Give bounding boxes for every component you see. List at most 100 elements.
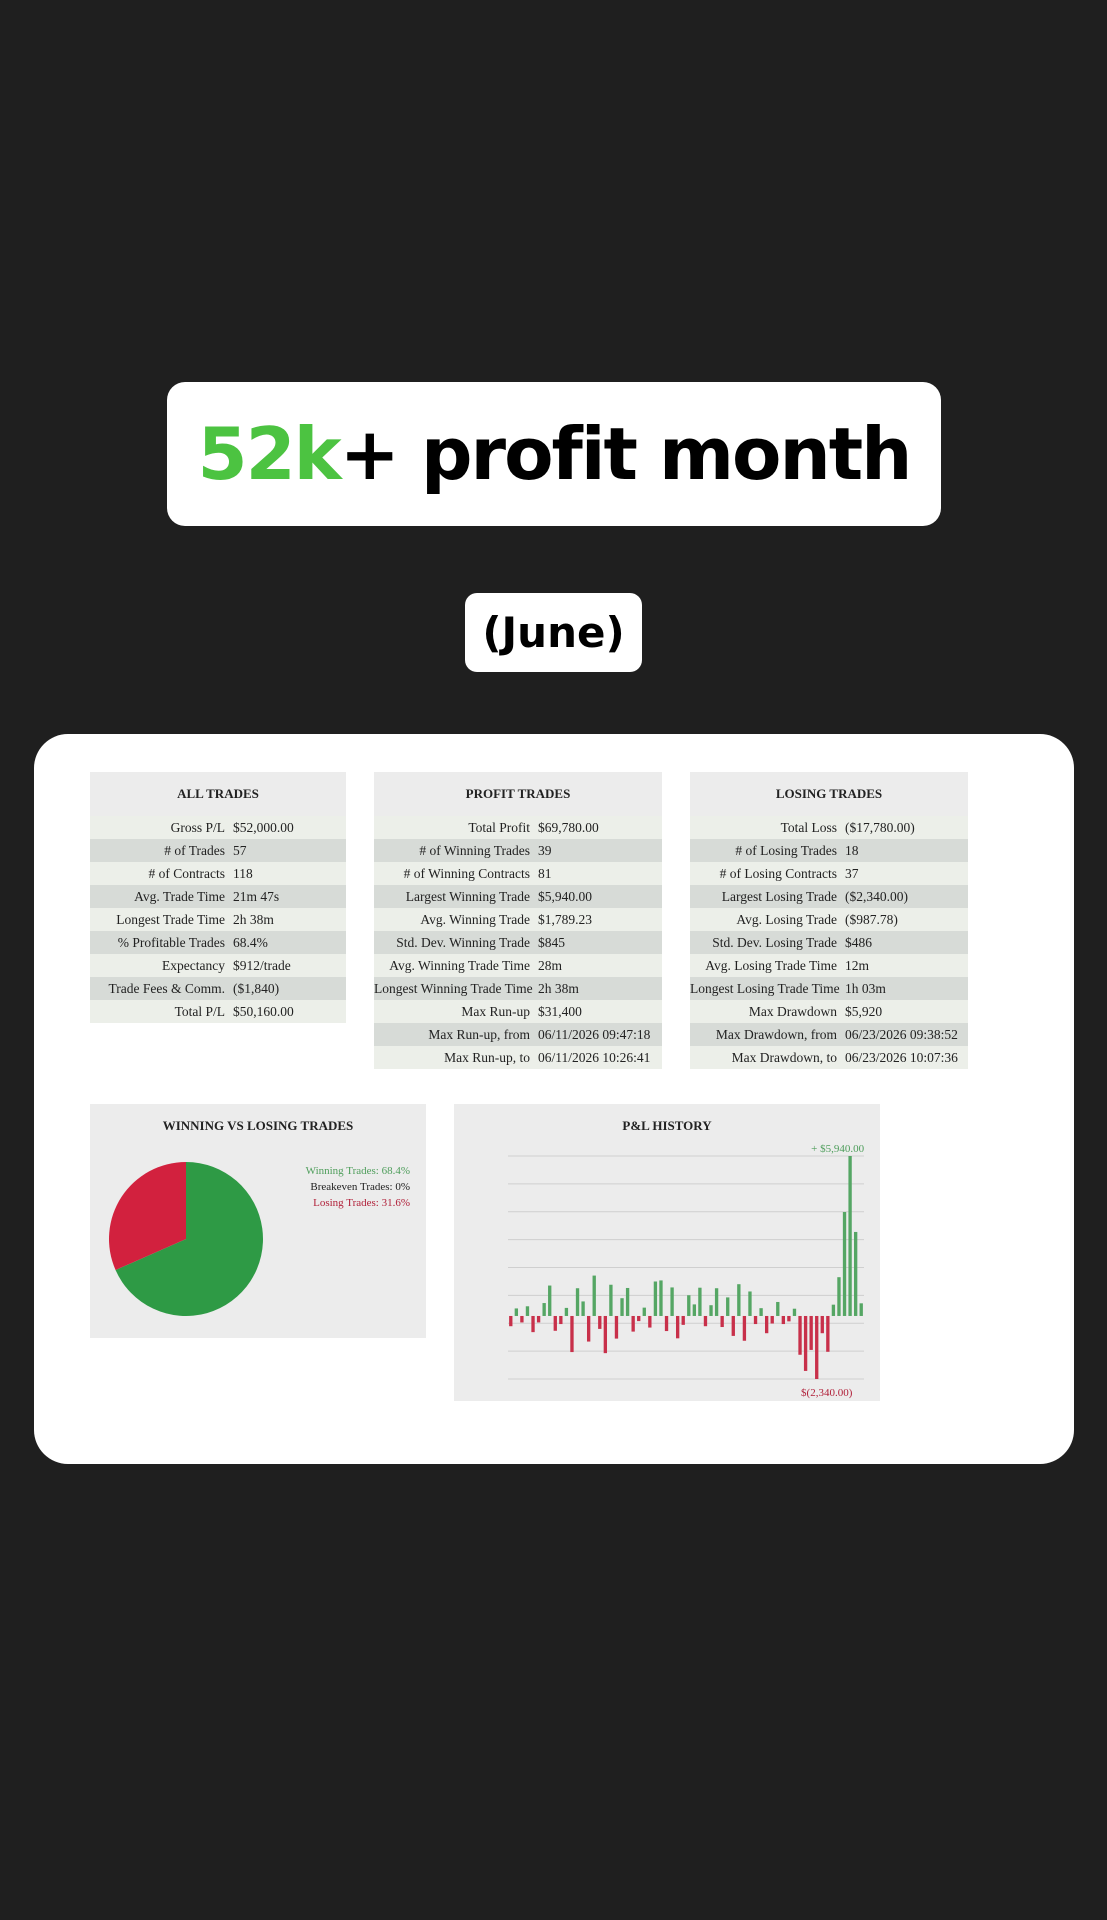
- stat-row: Std. Dev. Winning Trade $845: [374, 931, 662, 954]
- pl-bar: [620, 1298, 624, 1316]
- stat-label: Total Profit: [468, 819, 530, 835]
- pl-bar: [776, 1301, 780, 1316]
- pl-bar: [509, 1315, 513, 1327]
- losing-trades-title: LOSING TRADES: [775, 786, 883, 801]
- min-trade-label: $(2,340.00): [801, 1387, 853, 1399]
- pl-bar: [659, 1280, 663, 1316]
- stat-label: Total P/L: [174, 1003, 225, 1019]
- pie-slice-winning-trades: [115, 1162, 263, 1316]
- pl-bar: [514, 1308, 519, 1316]
- win-loss-pie-panel: WINNING VS LOSING TRADES Winning Trades:…: [90, 1104, 426, 1338]
- all-trades-panel: ALL TRADES Gross P/L $52,000.00 # of Trade…: [90, 772, 346, 1023]
- stat-value: $912/trade: [233, 957, 291, 973]
- pl-bar: [692, 1304, 697, 1316]
- stat-value: 2h 38m: [233, 911, 274, 927]
- stat-label: Max Drawdown, from: [715, 1026, 837, 1042]
- headline-banner: 52k + profit month: [167, 382, 941, 526]
- stat-value: $50,160.00: [233, 1003, 294, 1019]
- stat-label: # of Losing Trades: [735, 842, 837, 858]
- pl-bar: [675, 1315, 680, 1339]
- stat-label: Max Drawdown, to: [731, 1049, 837, 1065]
- stat-value: 2h 38m: [538, 980, 579, 996]
- stat-row: Avg. Winning Trade Time 28m: [374, 954, 662, 977]
- stat-label: Avg. Winning Trade: [420, 911, 530, 927]
- losing-trades-rows: Total Loss ($17,780.00) # of Losing Trades…: [690, 816, 968, 1069]
- stat-row: Longest Losing Trade Time 1h 03m: [690, 977, 968, 1000]
- pl-bar: [709, 1305, 713, 1316]
- pl-bar: [698, 1287, 702, 1316]
- stat-row: Longest Winning Trade Time 2h 38m: [374, 977, 662, 1000]
- headline-text: + profit month: [339, 412, 913, 496]
- pl-bar: [536, 1315, 541, 1323]
- pl-bar: [859, 1303, 863, 1316]
- pl-history-panel: P&L HISTORY + $5,940.00 $(2,340.00): [454, 1104, 880, 1401]
- pl-bar: [815, 1315, 819, 1379]
- stat-value: 12m: [845, 957, 870, 973]
- pl-bar: [559, 1315, 563, 1325]
- pl-bar: [581, 1301, 585, 1316]
- stat-value: $31,400: [538, 1003, 582, 1019]
- pl-bar: [803, 1315, 808, 1371]
- stat-value: $5,940.00: [538, 888, 592, 904]
- pl-bar: [642, 1307, 646, 1316]
- month-label: (June): [465, 593, 642, 672]
- stat-row: Trade Fees & Comm. ($1,840): [90, 977, 346, 1000]
- stat-label: Avg. Losing Trade Time: [705, 957, 837, 973]
- stat-row: # of Winning Contracts 81: [374, 862, 662, 885]
- pl-bar: [792, 1308, 797, 1316]
- headline-accent: 52k: [197, 412, 342, 496]
- stat-value: 81: [538, 865, 552, 881]
- stat-label: Total Loss: [780, 819, 837, 835]
- stat-value: $5,920: [845, 1003, 883, 1019]
- stat-row: # of Contracts 118: [90, 862, 346, 885]
- stat-label: Longest Losing Trade Time: [690, 980, 840, 996]
- pie-chart: [109, 1162, 263, 1316]
- pl-bar: [586, 1315, 591, 1342]
- stat-label: Max Run-up, from: [428, 1026, 530, 1042]
- stat-row: % Profitable Trades 68.4%: [90, 931, 346, 954]
- stat-value: ($2,340.00): [845, 888, 908, 904]
- stat-label: Std. Dev. Losing Trade: [712, 934, 837, 950]
- max-trade-label: + $5,940.00: [811, 1143, 864, 1155]
- stat-row: Expectancy $912/trade: [90, 954, 346, 977]
- legend-breakeven: Breakeven Trades: 0%: [310, 1181, 410, 1193]
- pl-bar: [787, 1315, 791, 1322]
- profit-trades-rows: Total Profit $69,780.00 # of Winning Trade…: [374, 816, 662, 1069]
- stat-label: # of Losing Contracts: [719, 865, 837, 881]
- pl-bar: [809, 1315, 813, 1350]
- stat-label: Trade Fees & Comm.: [108, 980, 225, 996]
- stat-row: # of Winning Trades 39: [374, 839, 662, 862]
- pl-bar: [742, 1315, 747, 1341]
- stat-row: Avg. Losing Trade Time 12m: [690, 954, 968, 977]
- stat-label: Avg. Losing Trade: [736, 911, 837, 927]
- stat-label: Largest Winning Trade: [405, 888, 530, 904]
- stat-label: Max Run-up, to: [444, 1049, 530, 1065]
- pl-bar: [637, 1315, 641, 1322]
- stat-label: Gross P/L: [170, 819, 225, 835]
- legend-losing: Losing Trades: 31.6%: [313, 1197, 410, 1209]
- stat-value: $845: [538, 934, 565, 950]
- stat-value: ($1,840): [233, 980, 280, 996]
- pl-bar: [720, 1315, 724, 1328]
- pl-bar: [542, 1303, 546, 1316]
- pl-bar: [548, 1285, 552, 1316]
- pl-bar: [798, 1315, 802, 1355]
- stat-value: $69,780.00: [538, 819, 599, 835]
- pl-bar: [681, 1315, 685, 1325]
- pl-bar: [726, 1297, 730, 1316]
- stat-row: Max Drawdown, to 06/23/2026 10:07:36: [690, 1046, 968, 1069]
- pl-bar: [592, 1275, 596, 1316]
- profit-trades-title: PROFIT TRADES: [465, 786, 571, 801]
- pl-history-chart: + $5,940.00 $(2,340.00): [508, 1143, 865, 1399]
- stat-row: Total Profit $69,780.00: [374, 816, 662, 839]
- pl-bar: [564, 1307, 569, 1316]
- pl-bar: [748, 1291, 752, 1316]
- pl-bar: [520, 1315, 524, 1323]
- stat-row: Max Drawdown $5,920: [690, 1000, 968, 1023]
- stat-row: Largest Losing Trade ($2,340.00): [690, 885, 968, 908]
- pl-bar: [648, 1315, 652, 1328]
- pl-bar: [703, 1315, 708, 1327]
- stat-label: Longest Trade Time: [116, 911, 225, 927]
- stat-row: Max Run-up, from 06/11/2026 09:47:18: [374, 1023, 662, 1046]
- stat-row: Max Run-up, to 06/11/2026 10:26:41: [374, 1046, 662, 1069]
